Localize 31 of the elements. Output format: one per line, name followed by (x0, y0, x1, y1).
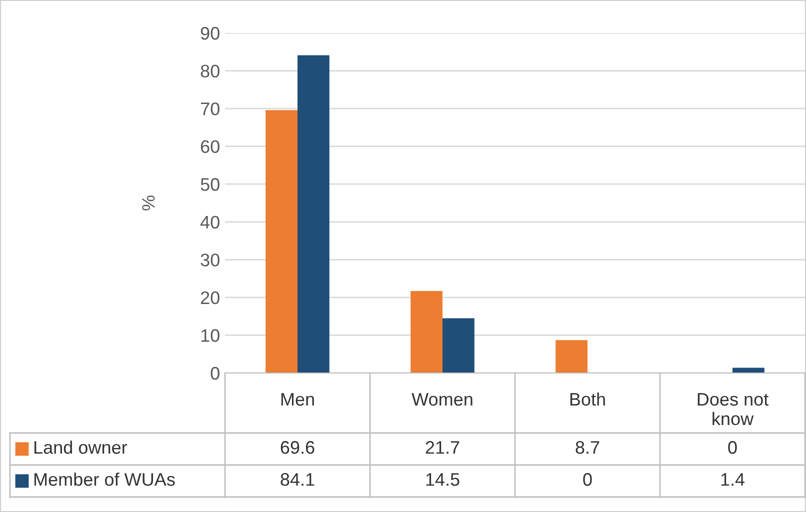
x-tick-label: Both (570, 392, 605, 406)
y-tick-label: 10 (201, 329, 220, 342)
x-tick-label: Does not know (698, 393, 768, 426)
bar (266, 110, 298, 373)
y-tick-label: 30 (200, 254, 220, 266)
data-label: 14.5 (426, 473, 460, 486)
bar (556, 340, 588, 373)
y-tick-label: 80 (200, 64, 220, 78)
bar (442, 318, 474, 373)
legend-label: Member of WUAs (34, 472, 175, 486)
y-axis-title: % (142, 196, 155, 210)
data-label: 84.1 (280, 473, 314, 486)
data-label: 0 (728, 441, 737, 454)
x-tick-label: Men (281, 393, 314, 406)
x-tick-label: Women (412, 393, 472, 406)
bar (732, 368, 764, 373)
data-label: 69.6 (280, 441, 314, 454)
y-tick-label: 40 (200, 216, 220, 229)
bar (410, 291, 442, 373)
y-tick-label: 90 (200, 26, 220, 40)
y-tick-label: 0 (210, 366, 220, 380)
y-tick-label: 60 (200, 140, 220, 154)
legend-label: Land owner (34, 440, 128, 454)
y-tick-label: 20 (200, 291, 220, 304)
y-tick-label: 70 (200, 102, 220, 116)
data-label: 0 (583, 473, 592, 486)
data-label: 8.7 (576, 441, 600, 454)
data-label: 21.7 (426, 441, 460, 454)
data-label: 1.4 (721, 473, 745, 486)
bar (298, 55, 330, 373)
y-tick-label: 50 (200, 178, 220, 191)
